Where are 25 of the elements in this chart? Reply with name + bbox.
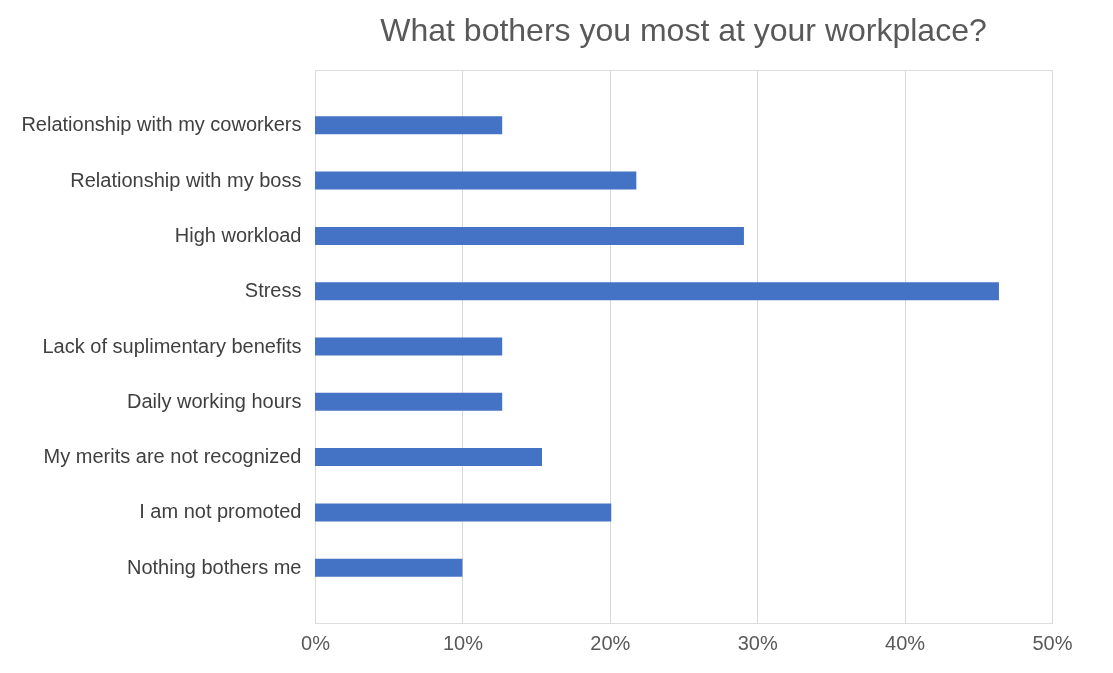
y-tick-label: Stress xyxy=(244,279,302,302)
bar xyxy=(315,116,503,135)
bar xyxy=(315,171,637,190)
y-tick-label: Nothing bothers me xyxy=(126,555,302,578)
y-tick-label: Relationship with my coworkers xyxy=(21,113,302,136)
bar xyxy=(315,226,744,245)
x-tick-label: 10% xyxy=(442,631,484,654)
y-tick-label: High workload xyxy=(174,223,302,246)
bar xyxy=(315,503,612,522)
bar xyxy=(315,337,503,356)
x-tick-label: 30% xyxy=(737,631,778,654)
x-tick-label: 50% xyxy=(1032,631,1073,654)
y-tick-label: I am not promoted xyxy=(139,500,302,523)
y-tick-label: My merits are not recognized xyxy=(43,445,302,468)
bar xyxy=(315,558,463,577)
bar xyxy=(315,392,503,411)
y-tick-label: Relationship with my boss xyxy=(70,168,302,191)
x-tick-label: 0% xyxy=(301,631,331,654)
y-tick-label: Lack of suplimentary benefits xyxy=(42,334,302,357)
chart-title: What bothers you most at your workplace? xyxy=(380,12,987,48)
x-tick-label: 40% xyxy=(885,631,926,654)
bar xyxy=(315,282,999,301)
y-tick-label: Daily working hours xyxy=(126,389,302,412)
bar xyxy=(315,448,542,467)
x-tick-label: 20% xyxy=(590,631,631,654)
